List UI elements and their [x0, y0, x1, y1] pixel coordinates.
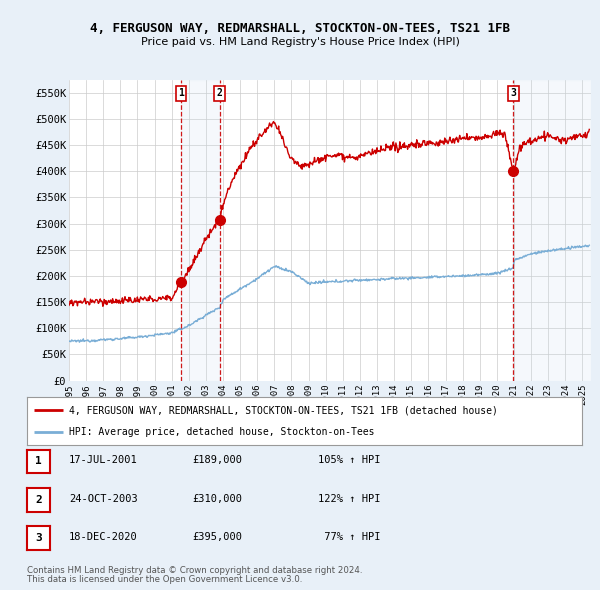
Text: 77% ↑ HPI: 77% ↑ HPI	[318, 532, 380, 542]
Text: £189,000: £189,000	[192, 455, 242, 465]
Text: 24-OCT-2003: 24-OCT-2003	[69, 494, 138, 503]
Text: 2: 2	[217, 88, 223, 98]
Text: 122% ↑ HPI: 122% ↑ HPI	[318, 494, 380, 503]
Text: 1: 1	[35, 457, 42, 466]
Text: Price paid vs. HM Land Registry's House Price Index (HPI): Price paid vs. HM Land Registry's House …	[140, 37, 460, 47]
Text: This data is licensed under the Open Government Licence v3.0.: This data is licensed under the Open Gov…	[27, 575, 302, 584]
Text: £310,000: £310,000	[192, 494, 242, 503]
Text: 1: 1	[178, 88, 184, 98]
Text: 3: 3	[511, 88, 516, 98]
Text: 4, FERGUSON WAY, REDMARSHALL, STOCKTON-ON-TEES, TS21 1FB: 4, FERGUSON WAY, REDMARSHALL, STOCKTON-O…	[90, 22, 510, 35]
Text: 17-JUL-2001: 17-JUL-2001	[69, 455, 138, 465]
Text: 2: 2	[35, 495, 42, 504]
Text: 4, FERGUSON WAY, REDMARSHALL, STOCKTON-ON-TEES, TS21 1FB (detached house): 4, FERGUSON WAY, REDMARSHALL, STOCKTON-O…	[68, 405, 497, 415]
Text: 18-DEC-2020: 18-DEC-2020	[69, 532, 138, 542]
Text: Contains HM Land Registry data © Crown copyright and database right 2024.: Contains HM Land Registry data © Crown c…	[27, 566, 362, 575]
Text: 105% ↑ HPI: 105% ↑ HPI	[318, 455, 380, 465]
Text: £395,000: £395,000	[192, 532, 242, 542]
Bar	[181, 80, 220, 381]
Text: HPI: Average price, detached house, Stockton-on-Tees: HPI: Average price, detached house, Stoc…	[68, 427, 374, 437]
Bar	[513, 80, 591, 381]
Text: 3: 3	[35, 533, 42, 543]
